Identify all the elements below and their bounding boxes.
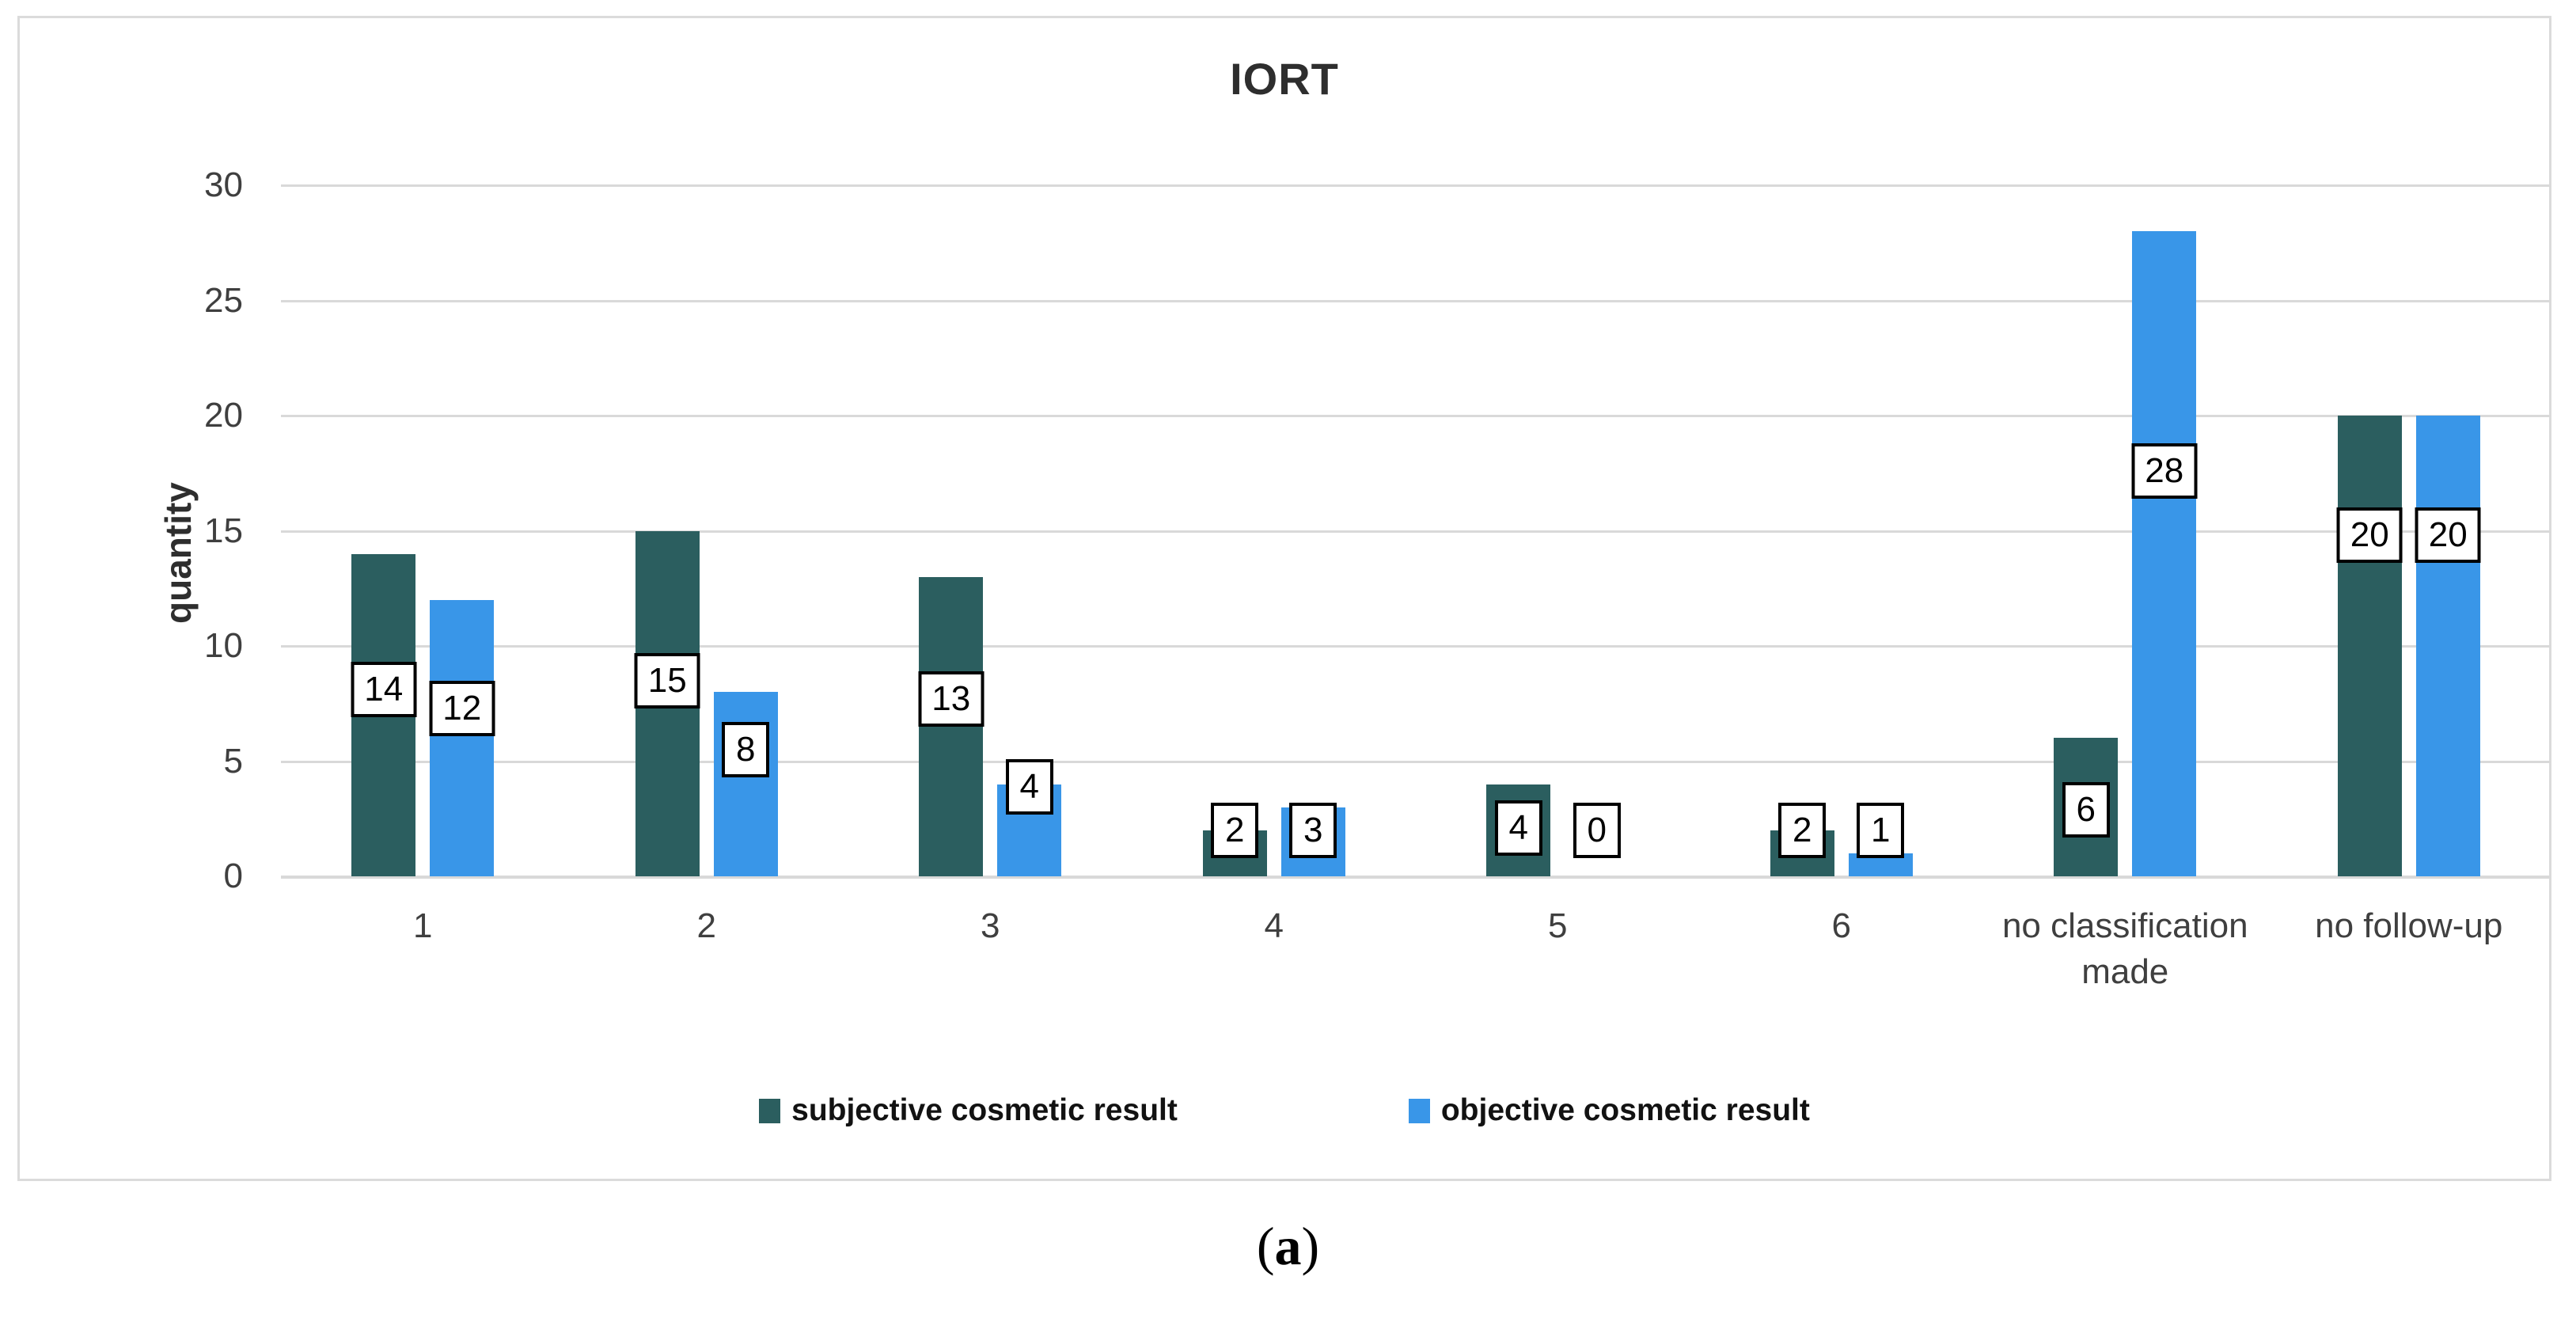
figure-caption: (a) xyxy=(0,1215,2576,1278)
y-axis-title: quantity xyxy=(157,482,199,624)
bar-objective-cat-7 xyxy=(2132,231,2197,876)
chart-area: IORT quantity 0 5 10 15 20 25 30 14 12 15 8 13 4 2 3 4… xyxy=(17,16,2551,1181)
data-label-objective-cat-5: 0 xyxy=(1573,802,1621,858)
y-tick-label-20: 20 xyxy=(204,396,243,435)
y-tick-label-10: 10 xyxy=(204,626,243,665)
gridline-y-20 xyxy=(281,415,2551,417)
gridline-y-5 xyxy=(281,760,2551,763)
data-label-subjective-cat-5: 4 xyxy=(1494,800,1542,856)
gridline-y-25 xyxy=(281,299,2551,302)
plot-area: 14 12 15 8 13 4 2 3 4 0 2 1 6 28 20 20 xyxy=(281,184,2551,879)
data-label-subjective-cat-6: 2 xyxy=(1778,802,1827,858)
x-category-label-5: 5 xyxy=(1548,906,1568,945)
gridline-y-15 xyxy=(281,530,2551,533)
data-label-subjective-cat-3: 13 xyxy=(918,670,984,727)
data-label-subjective-cat-7: 6 xyxy=(2062,781,2110,838)
bar-subjective-cat-8 xyxy=(2337,416,2402,876)
legend-label: objective cosmetic result xyxy=(1440,1093,1810,1127)
data-label-objective-cat-4: 3 xyxy=(1289,802,1337,858)
legend-swatch-icon xyxy=(759,1098,781,1123)
gridline-y-10 xyxy=(281,645,2551,648)
caption-close-paren: ) xyxy=(1301,1216,1320,1276)
data-label-objective-cat-3: 4 xyxy=(1005,758,1053,815)
bar-objective-cat-1 xyxy=(430,599,495,876)
x-category-label-1: 1 xyxy=(413,906,433,945)
caption-open-paren: ( xyxy=(1256,1216,1275,1276)
bar-objective-cat-8 xyxy=(2415,416,2480,876)
x-category-label-4: 4 xyxy=(1264,906,1284,945)
data-label-subjective-cat-4: 2 xyxy=(1211,802,1259,858)
bar-objective-cat-2 xyxy=(713,692,778,876)
y-tick-label-0: 0 xyxy=(223,857,243,895)
x-category-label-6: 6 xyxy=(1831,906,1851,945)
data-label-subjective-cat-2: 15 xyxy=(634,652,700,708)
x-category-label-2: 2 xyxy=(696,906,716,945)
data-label-subjective-cat-8: 20 xyxy=(2336,507,2403,564)
data-label-objective-cat-6: 1 xyxy=(1857,802,1905,858)
data-label-objective-cat-7: 28 xyxy=(2131,443,2198,499)
x-category-label-7: no classification made xyxy=(2001,906,2248,991)
x-category-label-8: no follow-up xyxy=(2315,906,2503,945)
x-category-label-3: 3 xyxy=(981,906,1000,945)
caption-letter: a xyxy=(1274,1216,1302,1276)
y-tick-label-15: 15 xyxy=(204,511,243,550)
y-tick-label-30: 30 xyxy=(204,165,243,204)
data-label-objective-cat-8: 20 xyxy=(2415,507,2481,564)
legend-label: subjective cosmetic result xyxy=(791,1093,1178,1127)
legend: subjective cosmetic result objective cosm… xyxy=(20,1093,2549,1128)
legend-item-subjective: subjective cosmetic result xyxy=(759,1093,1178,1128)
data-label-objective-cat-2: 8 xyxy=(722,721,770,777)
chart-title: IORT xyxy=(1230,54,1339,104)
data-label-subjective-cat-1: 14 xyxy=(351,662,417,718)
legend-item-objective: objective cosmetic result xyxy=(1408,1093,1810,1128)
legend-swatch-icon xyxy=(1408,1098,1430,1123)
x-axis-line xyxy=(281,876,2551,879)
y-tick-label-25: 25 xyxy=(204,280,243,320)
gridline-y-30 xyxy=(281,184,2551,187)
y-tick-label-5: 5 xyxy=(223,741,243,781)
data-label-objective-cat-1: 12 xyxy=(429,680,495,736)
